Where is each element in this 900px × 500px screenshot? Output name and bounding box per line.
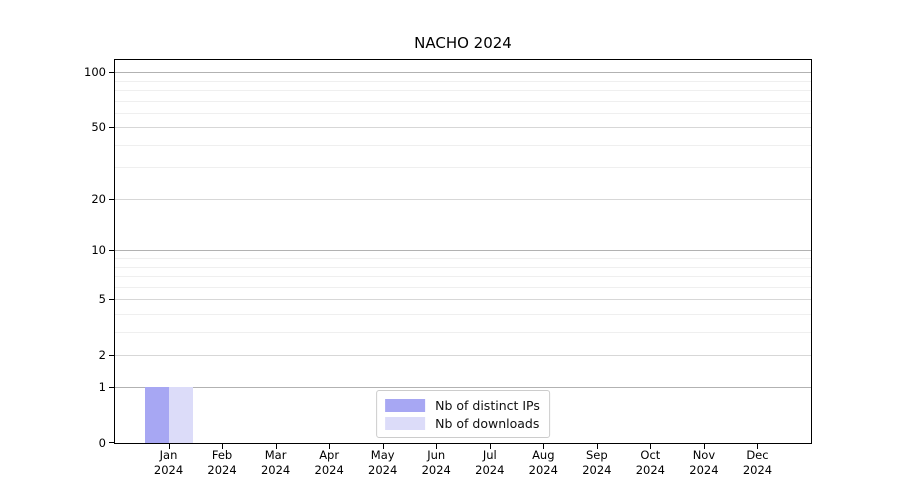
gridline-minor: [115, 112, 811, 114]
x-tick-label: Sep 2024: [582, 448, 612, 477]
gridline-minor: [115, 167, 811, 169]
x-axis-labels: Jan 2024 Feb 2024 Mar 2024 Apr 2024 May 2024…: [115, 448, 811, 482]
y-tick-label: 0: [98, 436, 106, 450]
gridline-minor: [115, 100, 811, 102]
y-tick-label: 5: [98, 292, 106, 307]
x-tick-label: Jan 2024: [153, 448, 184, 477]
x-tick-label: Jul 2024: [475, 448, 505, 477]
y-tick-mark: [109, 387, 114, 389]
gridline-minor: [115, 266, 811, 268]
gridline-major: [115, 387, 811, 389]
y-tick-mark: [109, 299, 114, 301]
y-tick-label: 50: [91, 120, 106, 135]
gridline-minor: [115, 90, 811, 92]
y-tick-mark: [109, 250, 114, 252]
gridline-major: [115, 127, 811, 129]
y-tick-label: 2: [98, 347, 106, 362]
gridline-major: [115, 354, 811, 356]
legend-label-downloads: Nb of downloads: [435, 415, 540, 431]
y-tick-label: 1: [98, 380, 106, 395]
x-tick-label: Feb 2024: [207, 448, 237, 477]
y-tick-mark: [109, 127, 114, 129]
y-tick-mark: [109, 72, 114, 74]
gridline-minor: [115, 276, 811, 278]
legend-label-distinct-ips: Nb of distinct IPs: [435, 397, 540, 413]
y-tick-mark: [109, 442, 114, 443]
y-tick-label: 10: [91, 243, 106, 258]
gridline-minor: [115, 313, 811, 315]
gridline-minor: [115, 80, 811, 82]
bar-downloads: [168, 387, 193, 443]
y-tick-mark: [109, 354, 114, 356]
x-tick-mark: [436, 444, 438, 449]
x-tick-mark: [650, 444, 652, 449]
x-tick-label: Aug 2024: [528, 448, 558, 477]
x-tick-mark: [329, 444, 331, 449]
x-tick-mark: [489, 444, 491, 449]
y-axis-labels: 0 1 2 5 10 20 50 100: [0, 60, 106, 450]
x-tick-mark: [275, 444, 277, 449]
x-tick-mark: [382, 444, 384, 449]
legend-swatch-downloads: [385, 416, 426, 430]
gridline-major: [115, 250, 811, 252]
y-tick-mark: [109, 198, 114, 200]
x-tick-label: Apr 2024: [314, 448, 344, 477]
x-tick-mark: [168, 444, 170, 449]
chart-title: NACHO 2024: [414, 34, 512, 52]
x-tick-label: May 2024: [368, 448, 398, 477]
legend-item-downloads: Nb of downloads: [385, 414, 540, 432]
x-tick-mark: [757, 444, 759, 449]
y-tick-label: 100: [84, 65, 106, 80]
y-tick-label: 20: [91, 191, 106, 206]
gridline-major: [115, 72, 811, 74]
x-tick-label: Jun 2024: [421, 448, 451, 477]
gridline-major: [115, 198, 811, 200]
x-tick-mark: [703, 444, 705, 449]
legend: Nb of distinct IPs Nb of downloads: [376, 390, 550, 438]
x-tick-label: Oct 2024: [635, 448, 666, 477]
gridline-minor: [115, 331, 811, 333]
x-tick-mark: [596, 444, 598, 449]
x-tick-label: Mar 2024: [260, 448, 291, 477]
gridline-minor: [115, 286, 811, 288]
legend-swatch-distinct-ips: [385, 398, 426, 412]
bar-distinct-ips: [144, 387, 169, 443]
legend-item-distinct-ips: Nb of distinct IPs: [385, 396, 540, 414]
x-tick-label: Dec 2024: [742, 448, 773, 477]
gridline-minor: [115, 258, 811, 260]
plot-area: Nb of distinct IPs Nb of downloads: [109, 59, 812, 449]
gridline-minor: [115, 144, 811, 146]
x-tick-mark: [543, 444, 545, 449]
x-tick-mark: [222, 444, 224, 449]
x-tick-label: Nov 2024: [689, 448, 719, 477]
gridline-major: [115, 299, 811, 301]
